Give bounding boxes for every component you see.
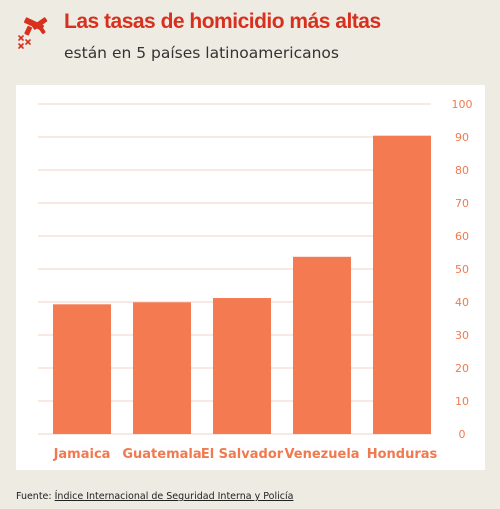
bar-el-salvador (213, 298, 271, 434)
y-tick-label: 40 (455, 296, 469, 309)
y-tick-label: 90 (455, 131, 469, 144)
chart-panel: 0 10 20 30 40 50 60 70 80 90 100 Jamaica Guatemala El… (16, 85, 485, 470)
bar-venezuela (293, 256, 351, 434)
chart-subtitle: están en 5 países latinoamericanos (64, 44, 339, 62)
bar-jamaica (53, 304, 111, 434)
chart-title: Las tasas de homicidio más altas (64, 10, 381, 33)
crossed-pistols-icon (14, 12, 54, 52)
bar-chart: 0 10 20 30 40 50 60 70 80 90 100 Jamaica Guatemala El… (38, 98, 473, 462)
y-tick-label: 30 (455, 329, 469, 342)
y-tick-label: 100 (452, 98, 473, 111)
x-category-label: Venezuela (284, 447, 359, 462)
y-tick-label: 10 (455, 395, 469, 408)
bar-guatemala (133, 302, 191, 434)
source-footer: Fuente: Índice Internacional de Segurida… (16, 491, 293, 502)
y-tick-label: 80 (455, 164, 469, 177)
y-tick-label: 60 (455, 230, 469, 243)
y-tick-label: 50 (455, 263, 469, 276)
bar-honduras (373, 135, 431, 434)
y-tick-label: 0 (459, 428, 466, 441)
x-category-label: Honduras (367, 447, 438, 462)
x-category-label: Jamaica (53, 447, 111, 462)
source-link[interactable]: Índice Internacional de Seguridad Intern… (54, 491, 294, 502)
y-tick-label: 20 (455, 362, 469, 375)
y-tick-label: 70 (455, 197, 469, 210)
x-category-label: Guatemala (122, 447, 201, 462)
x-category-label: El Salvador (201, 447, 284, 462)
source-prefix: Fuente: (16, 491, 55, 502)
chart-header: Las tasas de homicidio más altas están e… (0, 0, 500, 80)
